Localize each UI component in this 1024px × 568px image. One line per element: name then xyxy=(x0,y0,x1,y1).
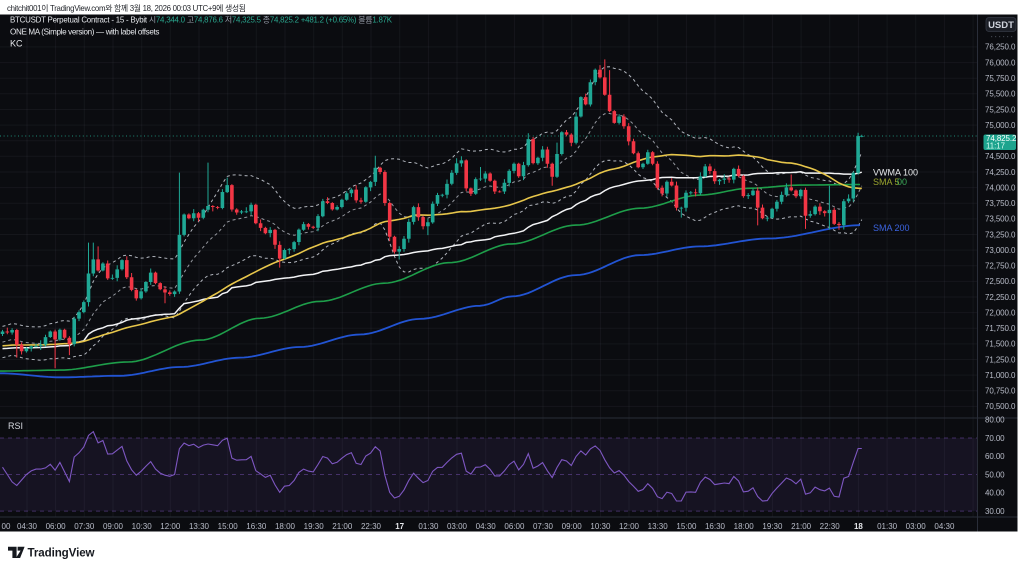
svg-text:76,250.0: 76,250.0 xyxy=(985,43,1016,52)
svg-text:74,825.2: 74,825.2 xyxy=(986,134,1017,143)
svg-text:73,250.0: 73,250.0 xyxy=(985,230,1016,239)
svg-text:07:30: 07:30 xyxy=(533,522,554,531)
svg-text:40.00: 40.00 xyxy=(985,489,1005,498)
svg-text:15:00: 15:00 xyxy=(218,522,239,531)
svg-text:50.00: 50.00 xyxy=(985,470,1005,479)
svg-text:30.00: 30.00 xyxy=(985,507,1005,516)
svg-text:13:30: 13:30 xyxy=(648,522,669,531)
svg-text:10:30: 10:30 xyxy=(590,522,611,531)
svg-text:03:00: 03:00 xyxy=(906,522,927,531)
svg-text:21:00: 21:00 xyxy=(332,522,353,531)
svg-text:04:30: 04:30 xyxy=(476,522,497,531)
svg-text:19:30: 19:30 xyxy=(304,522,325,531)
svg-text:10:30: 10:30 xyxy=(132,522,153,531)
svg-text:KC: KC xyxy=(10,39,23,49)
svg-text:74,250.0: 74,250.0 xyxy=(985,168,1016,177)
svg-text:72,500.0: 72,500.0 xyxy=(985,277,1016,286)
svg-text:00: 00 xyxy=(2,522,11,531)
svg-text:22:30: 22:30 xyxy=(820,522,841,531)
svg-text:SMA 5: SMA 5 xyxy=(873,177,900,187)
svg-text:13:30: 13:30 xyxy=(189,522,210,531)
svg-text:17: 17 xyxy=(395,522,404,531)
svg-text:USDT: USDT xyxy=(988,20,1014,31)
svg-text:80.00: 80.00 xyxy=(985,416,1005,425)
svg-text:75,000.0: 75,000.0 xyxy=(985,121,1016,130)
svg-text:70,750.0: 70,750.0 xyxy=(985,387,1016,396)
svg-text:70,500.0: 70,500.0 xyxy=(985,402,1016,411)
svg-text:73,500.0: 73,500.0 xyxy=(985,215,1016,224)
svg-text:70.00: 70.00 xyxy=(985,434,1005,443)
svg-text:04:30: 04:30 xyxy=(17,522,38,531)
svg-text:73,750.0: 73,750.0 xyxy=(985,199,1016,208)
svg-text:TradingView: TradingView xyxy=(28,546,96,559)
svg-text:60.00: 60.00 xyxy=(985,452,1005,461)
svg-text:12:00: 12:00 xyxy=(160,522,181,531)
svg-text:01:30: 01:30 xyxy=(418,522,439,531)
svg-text:SMA 200: SMA 200 xyxy=(873,223,910,233)
svg-text:ONE MA (Simple version) — with: ONE MA (Simple version) — with label off… xyxy=(10,28,159,37)
svg-text:75,250.0: 75,250.0 xyxy=(985,105,1016,114)
svg-text:18:00: 18:00 xyxy=(734,522,755,531)
svg-text:19:30: 19:30 xyxy=(762,522,783,531)
svg-text:RSI: RSI xyxy=(8,421,23,431)
svg-text:18: 18 xyxy=(854,522,863,531)
svg-text:00: 00 xyxy=(897,177,907,187)
svg-text:16:30: 16:30 xyxy=(246,522,267,531)
svg-text:04:30: 04:30 xyxy=(934,522,955,531)
svg-text:06:00: 06:00 xyxy=(504,522,525,531)
svg-text:73,000.0: 73,000.0 xyxy=(985,246,1016,255)
svg-text:72,750.0: 72,750.0 xyxy=(985,262,1016,271)
svg-text:72,000.0: 72,000.0 xyxy=(985,308,1016,317)
svg-text:06:00: 06:00 xyxy=(46,522,67,531)
svg-text:76,000.0: 76,000.0 xyxy=(985,58,1016,67)
svg-text:71,250.0: 71,250.0 xyxy=(985,355,1016,364)
svg-text:71,000.0: 71,000.0 xyxy=(985,371,1016,380)
svg-text:VWMA 100: VWMA 100 xyxy=(873,168,918,178)
svg-text:11:17: 11:17 xyxy=(986,141,1005,150)
svg-text:01:30: 01:30 xyxy=(877,522,898,531)
svg-text:71,500.0: 71,500.0 xyxy=(985,340,1016,349)
svg-text:74,000.0: 74,000.0 xyxy=(985,183,1016,192)
svg-text:09:00: 09:00 xyxy=(562,522,583,531)
svg-text:09:00: 09:00 xyxy=(103,522,124,531)
svg-text:chitchit001이 TradingView.com와: chitchit001이 TradingView.com와 함께 3월 18, … xyxy=(7,3,246,13)
svg-text:75,750.0: 75,750.0 xyxy=(985,74,1016,83)
svg-text:22:30: 22:30 xyxy=(361,522,382,531)
svg-text:75,500.0: 75,500.0 xyxy=(985,90,1016,99)
svg-text:74,500.0: 74,500.0 xyxy=(985,152,1016,161)
svg-text:72,250.0: 72,250.0 xyxy=(985,293,1016,302)
svg-text:21:00: 21:00 xyxy=(791,522,812,531)
svg-text:71,750.0: 71,750.0 xyxy=(985,324,1016,333)
svg-text:03:00: 03:00 xyxy=(447,522,468,531)
svg-text:12:00: 12:00 xyxy=(619,522,640,531)
svg-text:15:00: 15:00 xyxy=(676,522,697,531)
svg-text:BTCUSDT Perpetual Contract - 1: BTCUSDT Perpetual Contract - 15 - Bybit … xyxy=(10,16,393,25)
svg-text:16:30: 16:30 xyxy=(705,522,726,531)
svg-text:07:30: 07:30 xyxy=(74,522,95,531)
svg-text:18:00: 18:00 xyxy=(275,522,296,531)
